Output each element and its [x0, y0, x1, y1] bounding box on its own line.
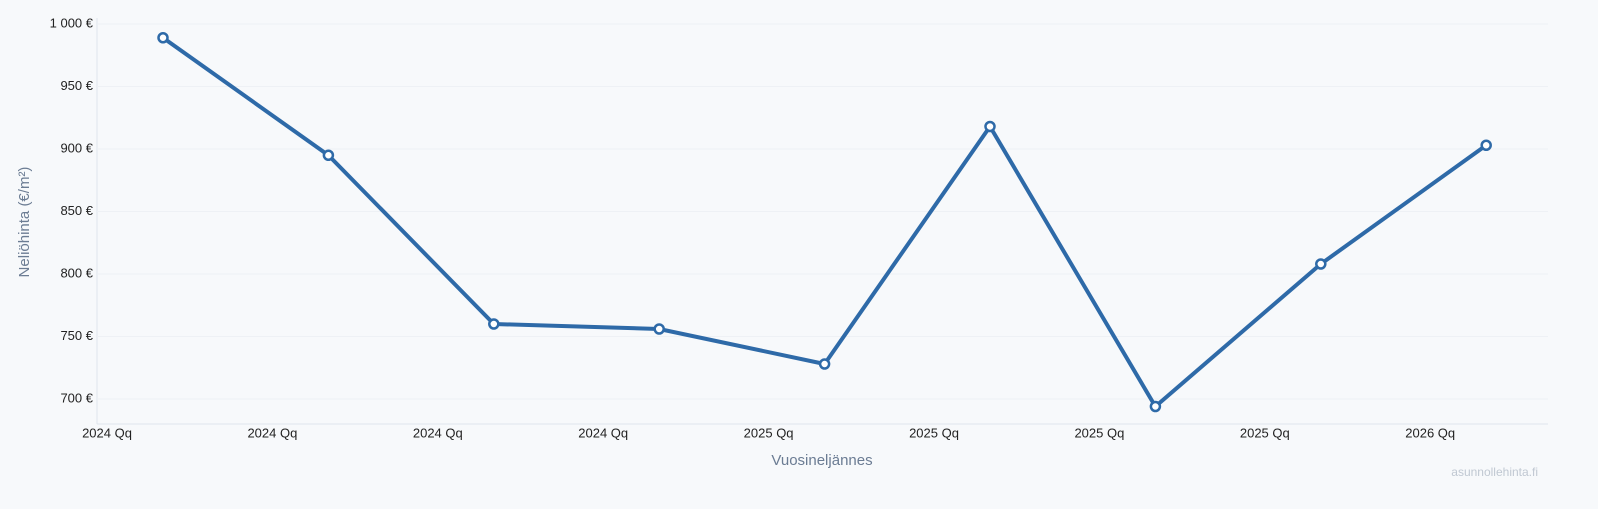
y-tick-label: 800 € [60, 265, 93, 280]
point [157, 32, 169, 44]
point [1149, 400, 1162, 413]
x-tick-label: 2025 Qq [909, 425, 959, 440]
x-tick-label: 2025 Qq [1074, 425, 1124, 440]
x-axis-title: Vuosineljännes [771, 452, 872, 469]
point [488, 318, 500, 330]
x-tick-label: 2026 Qq [1405, 425, 1455, 440]
y-tick-label: 950 € [60, 78, 93, 93]
x-tick-label: 2024 Qq [247, 425, 297, 440]
x-tick-label: 2024 Qq [578, 425, 628, 440]
y-tick-label: 850 € [60, 203, 93, 218]
x-tick-label: 2025 Qq [1240, 425, 1290, 440]
y-tick-label: 900 € [60, 140, 93, 155]
x-tick-label: 2024 Qq [82, 425, 132, 440]
point [818, 358, 831, 370]
point [1480, 139, 1492, 151]
watermark: asunnollehinta.fi [1451, 465, 1538, 479]
y-tick-label: 700 € [60, 390, 93, 405]
y-axis-title: Neliöhinta (€/m²) [16, 167, 33, 278]
y-tick-label: 1 000 € [50, 15, 94, 30]
x-tick-label: 2024 Qq [413, 425, 463, 440]
x-tick-label: 2025 Qq [744, 425, 794, 440]
point [653, 323, 665, 335]
y-tick-label: 750 € [60, 328, 93, 343]
point [1315, 258, 1327, 270]
point [984, 120, 996, 133]
point [322, 149, 335, 161]
